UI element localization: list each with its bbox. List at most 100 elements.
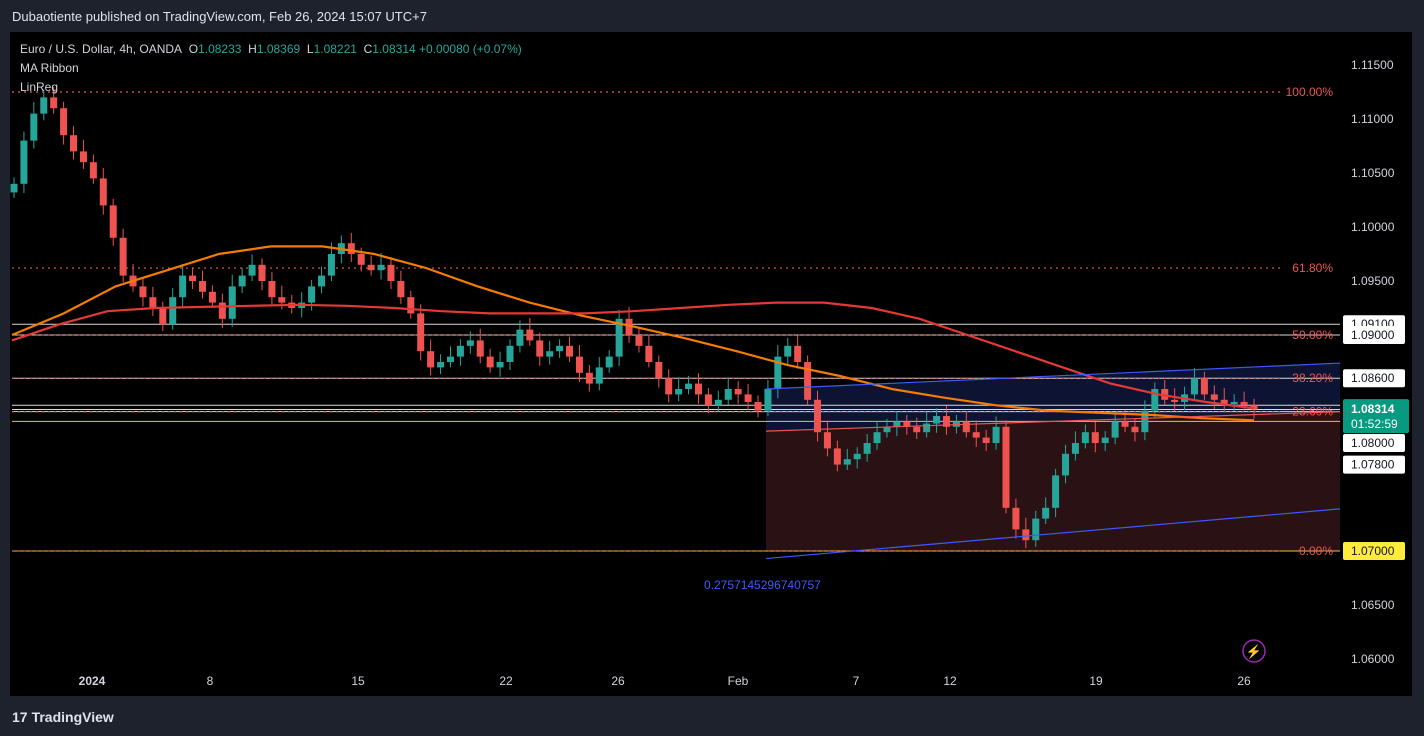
candle-body xyxy=(228,286,236,319)
candle-body xyxy=(347,243,355,254)
price-level-badge xyxy=(1343,369,1405,388)
candle-body xyxy=(774,356,782,389)
time-tick-label: 2024 xyxy=(79,674,106,688)
time-tick-label: 22 xyxy=(499,674,513,688)
candle-body xyxy=(1230,401,1238,405)
indicator-linreg[interactable]: LinReg xyxy=(20,80,59,94)
linreg-lower-line xyxy=(765,508,1341,560)
candle-body xyxy=(585,372,593,384)
candle-body xyxy=(30,113,38,141)
legend-symbol-row: Euro / U.S. Dollar, 4h, OANDA O1.08233 H… xyxy=(20,40,522,59)
candle-body xyxy=(536,340,544,357)
candle-body xyxy=(1240,401,1248,406)
chart-pane[interactable] xyxy=(10,32,1412,696)
price-tick-label: 1.10500 xyxy=(1351,166,1395,180)
candle-body xyxy=(1200,378,1208,395)
candle-body xyxy=(605,356,613,368)
candle-body xyxy=(496,362,504,368)
candle-body xyxy=(1121,421,1129,427)
candle-body xyxy=(79,151,87,163)
brand-label: TradingView xyxy=(31,709,114,725)
price-level-label: 1.08000 xyxy=(1351,436,1395,450)
price-level-label: 1.09000 xyxy=(1351,328,1395,342)
time-tick-label: 8 xyxy=(207,674,214,688)
candle-body xyxy=(387,264,395,281)
ma-ribbon-line xyxy=(11,301,1255,410)
candle-body xyxy=(1111,421,1119,438)
candle-body xyxy=(645,345,653,362)
candle-body xyxy=(218,302,226,319)
low-value: 1.08221 xyxy=(313,42,357,56)
candle-body xyxy=(268,281,276,298)
linreg-upper-line xyxy=(765,362,1341,390)
candle-body xyxy=(1012,507,1020,530)
price-level-badge xyxy=(1343,542,1405,560)
candle-body xyxy=(506,345,514,362)
candle-body xyxy=(784,345,792,357)
candle-body xyxy=(635,335,643,346)
candle-body xyxy=(843,459,851,465)
candle-body xyxy=(198,281,206,292)
candle-body xyxy=(516,329,524,346)
candle-body xyxy=(466,340,474,346)
candle-body xyxy=(526,329,534,341)
candle-body xyxy=(665,378,673,395)
candle-body xyxy=(1022,529,1030,541)
footer-bar xyxy=(0,696,1424,736)
symbol-name[interactable]: Euro / U.S. Dollar, 4h, OANDA xyxy=(20,42,183,56)
candle-body xyxy=(744,394,752,402)
candle-body xyxy=(1171,399,1179,402)
price-tick-label: 1.11000 xyxy=(1351,112,1394,126)
candle-body xyxy=(397,281,405,298)
candle-body xyxy=(1042,507,1050,519)
candle-body xyxy=(1220,399,1228,405)
tradingview-brand[interactable]: 17 TradingView xyxy=(12,709,114,725)
candle-body xyxy=(814,399,822,433)
open-value: 1.08233 xyxy=(198,42,242,56)
time-tick-label: 19 xyxy=(1089,674,1103,688)
fib-label: 0.00% xyxy=(1299,544,1333,558)
fib-label: 50.00% xyxy=(1292,328,1333,342)
candle-body xyxy=(427,351,435,368)
candle-body xyxy=(992,426,1000,443)
candle-body xyxy=(446,356,454,362)
published-text: Dubaotiente published on TradingView.com… xyxy=(12,9,427,24)
candle-body xyxy=(754,401,762,411)
candle-body xyxy=(724,389,732,400)
candle-body xyxy=(923,423,931,433)
tradingview-logo-icon: 17 xyxy=(12,709,28,725)
candle-body xyxy=(70,135,78,152)
candle-body xyxy=(20,140,28,184)
candle-body xyxy=(566,345,574,357)
candle-body xyxy=(734,389,742,395)
close-value: 1.08314 xyxy=(372,42,416,56)
candle-body xyxy=(149,297,157,308)
change-value: +0.00080 (+0.07%) xyxy=(419,42,522,56)
candle-body xyxy=(248,264,256,276)
fib-label: 23.60% xyxy=(1292,405,1333,419)
fib-label: 100.00% xyxy=(1286,85,1334,99)
candle-body xyxy=(357,254,365,265)
candle-body xyxy=(367,264,375,271)
price-level-badge xyxy=(1343,455,1405,474)
candle-body xyxy=(972,432,980,438)
indicator-ma-ribbon[interactable]: MA Ribbon xyxy=(20,61,79,75)
candle-body xyxy=(873,432,881,443)
close-label: C xyxy=(363,42,373,56)
candle-body xyxy=(1190,378,1198,395)
candle-body xyxy=(377,264,385,271)
candle-body xyxy=(546,351,554,357)
fib-label: 61.80% xyxy=(1292,261,1333,275)
candle-body xyxy=(1032,518,1040,541)
candle-body xyxy=(486,356,494,368)
candle-body xyxy=(764,389,772,411)
candle-body xyxy=(258,264,266,281)
low-label: L xyxy=(306,42,314,56)
linreg-mid-line xyxy=(765,411,1341,432)
chart-legend: Euro / U.S. Dollar, 4h, OANDA O1.08233 H… xyxy=(20,40,522,97)
candle-body xyxy=(1210,394,1218,400)
linreg-value-label: 0.2757145296740757 xyxy=(704,578,821,592)
flash-icon-glyph: ⚡ xyxy=(1246,644,1262,660)
candle-body xyxy=(1071,443,1079,454)
